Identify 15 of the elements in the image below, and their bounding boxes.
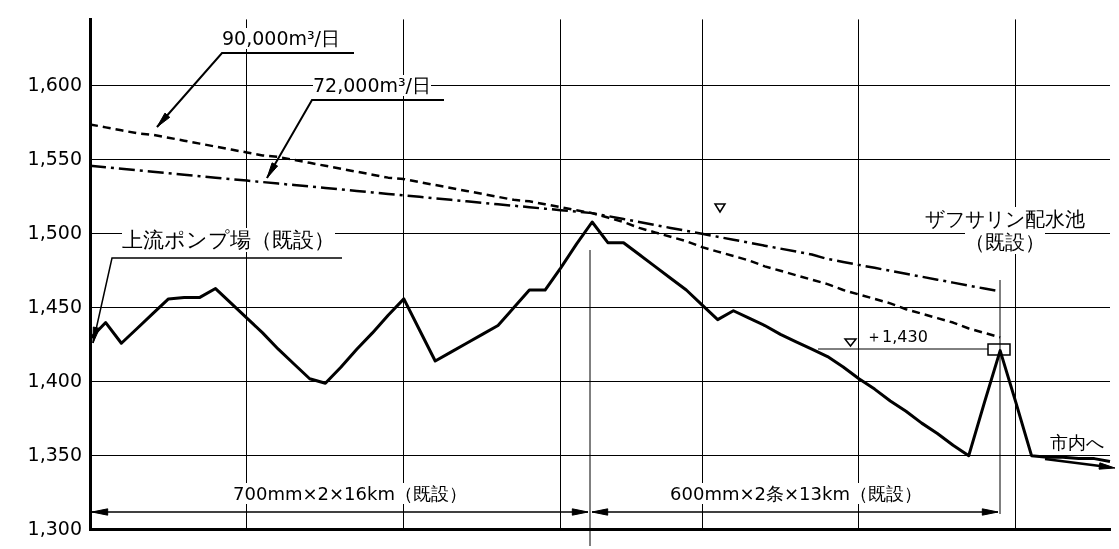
annotation: 700mm×2×16km（既設） <box>233 483 467 504</box>
text: 72,000m³/日 <box>313 74 432 96</box>
annotation: ＋1,430 <box>866 327 928 346</box>
y-tick-label: 1,550 <box>27 146 82 169</box>
annotation: 600mm×2条×13km（既設） <box>670 483 922 504</box>
annotation: 市内へ <box>1050 432 1104 453</box>
y-tick-label: 1,350 <box>27 442 82 465</box>
y-tick-label: 1,400 <box>27 368 82 391</box>
y-tick-label: 1,450 <box>27 294 82 317</box>
annotation: ザフサリン配水池（既設） <box>925 207 1085 254</box>
y-tick-label: 1,600 <box>27 72 82 95</box>
annotation: 上流ポンプ場（既設） <box>122 228 335 252</box>
y-tick-label: 1,300 <box>27 516 82 539</box>
text: 90,000m³/日 <box>222 27 341 49</box>
y-tick-label: 1,500 <box>27 220 82 243</box>
